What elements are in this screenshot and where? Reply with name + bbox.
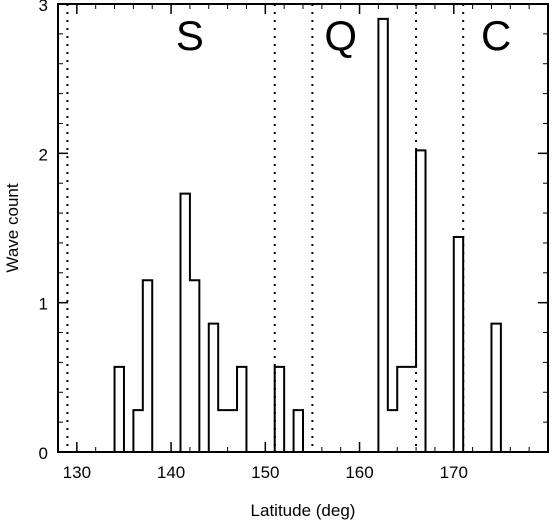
plot-frame <box>57 3 549 453</box>
y-tick-label: 3 <box>39 0 48 15</box>
region-label: C <box>481 12 511 59</box>
x-axis-title: Latitude (deg) <box>251 501 356 520</box>
x-tick-label: 130 <box>63 463 91 482</box>
region-label: Q <box>324 12 357 59</box>
x-tick-label: 160 <box>345 463 373 482</box>
region-label: S <box>176 12 204 59</box>
histogram-bar-group <box>377 17 435 453</box>
y-tick-label: 1 <box>39 295 48 314</box>
dividers-layer <box>66 4 465 452</box>
histogram-bar-group <box>179 192 256 453</box>
x-tick-label: 170 <box>440 463 468 482</box>
bars-layer <box>113 17 511 453</box>
y-tick-label: 0 <box>39 444 48 463</box>
y-axis-title: Wave count <box>3 183 22 272</box>
histogram-bar-group <box>452 235 473 453</box>
histogram-bar-group <box>490 322 511 453</box>
x-tick-label: 140 <box>157 463 185 482</box>
x-tick-label: 150 <box>251 463 279 482</box>
histogram-bar-group <box>113 279 162 453</box>
y-tick-label: 2 <box>39 145 48 164</box>
histogram-bar-group <box>273 365 313 453</box>
